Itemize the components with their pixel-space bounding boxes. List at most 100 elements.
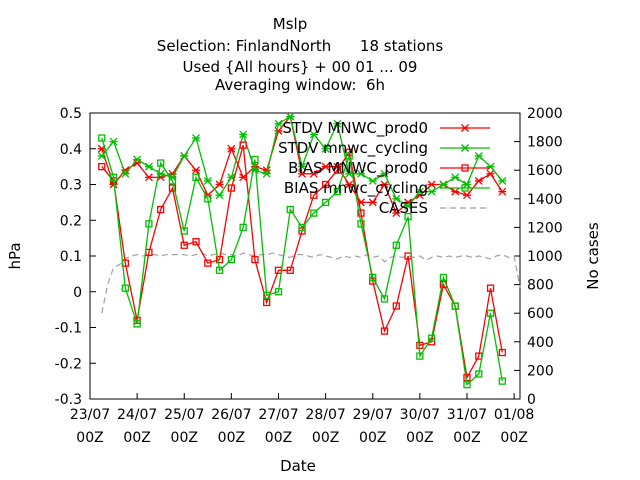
data-point xyxy=(145,220,153,228)
data-point xyxy=(486,162,495,171)
data-point xyxy=(215,255,224,264)
y-tick-label: 0 xyxy=(73,285,82,301)
y-axis: 0.5 0.4 0.3 0.2 0.1 0 -0.1 -0.2 -0.3 xyxy=(55,106,96,408)
data-point xyxy=(180,241,188,249)
x-tick-label-date: 29/07 xyxy=(353,407,393,423)
legend-label: STDV MNWC_prod0 xyxy=(282,119,428,138)
data-point xyxy=(239,223,247,232)
data-point xyxy=(498,176,507,185)
y-tick-label: -0.2 xyxy=(55,356,82,372)
y-tick-label: -0.1 xyxy=(55,321,82,337)
data-point xyxy=(180,151,189,160)
data-point xyxy=(133,320,141,328)
data-point xyxy=(180,227,188,235)
x-tick-label-hour: 00Z xyxy=(76,430,103,446)
title-line-1: Mslp xyxy=(273,15,307,33)
data-point xyxy=(486,284,495,292)
series-layer xyxy=(97,112,521,389)
legend-label: BIAS MNWC_prod0 xyxy=(288,159,428,178)
x-tick-label-hour: 00Z xyxy=(453,430,480,446)
data-point xyxy=(333,187,342,196)
data-point xyxy=(204,259,212,267)
data-point xyxy=(321,162,330,171)
data-point xyxy=(109,137,118,146)
data-point xyxy=(203,176,212,185)
data-point xyxy=(274,288,283,296)
data-point xyxy=(239,173,248,182)
data-point xyxy=(239,130,248,139)
data-point xyxy=(415,187,424,196)
data-point xyxy=(310,191,318,199)
data-point xyxy=(168,177,177,185)
data-point xyxy=(239,141,247,149)
data-point xyxy=(439,180,448,189)
data-point xyxy=(357,209,365,217)
y2-tick-label: 200 xyxy=(527,363,554,379)
series-bias-mnwc-cycling xyxy=(98,134,506,389)
data-point xyxy=(498,348,506,357)
data-point xyxy=(356,169,365,178)
data-point xyxy=(310,209,318,217)
data-point xyxy=(121,169,130,178)
data-point xyxy=(121,284,129,292)
x-tick-label-hour: 00Z xyxy=(123,430,150,446)
x-tick-label-date: 30/07 xyxy=(400,407,440,423)
data-point xyxy=(192,173,200,182)
legend-label: STDV mnwc_cycling xyxy=(278,139,428,158)
x-tick-label-hour: 00Z xyxy=(218,430,245,446)
data-point xyxy=(109,173,118,182)
data-point xyxy=(215,191,224,200)
x-tick-label-date: 28/07 xyxy=(305,407,345,423)
data-point xyxy=(262,169,271,178)
data-point xyxy=(309,169,318,178)
legend-marker xyxy=(461,144,469,152)
legend-marker xyxy=(461,124,469,132)
data-point xyxy=(486,309,495,317)
series-line xyxy=(101,252,521,314)
data-point xyxy=(133,155,142,164)
y-tick-label: -0.3 xyxy=(55,392,82,408)
data-point xyxy=(204,195,212,203)
data-point xyxy=(192,134,201,142)
x-tick-label-date: 26/07 xyxy=(211,407,251,423)
data-point xyxy=(286,112,295,121)
data-point xyxy=(227,255,236,264)
data-point xyxy=(392,241,400,249)
y-tick-label: 0.5 xyxy=(60,106,82,122)
y-axis-label: hPa xyxy=(6,242,24,269)
data-point xyxy=(298,162,307,171)
data-point xyxy=(345,180,354,189)
data-point xyxy=(192,238,200,246)
data-point xyxy=(345,152,353,160)
data-point xyxy=(321,198,330,207)
x-tick-label-hour: 00Z xyxy=(171,430,198,446)
data-point xyxy=(286,205,294,214)
data-point xyxy=(97,151,106,160)
data-point xyxy=(427,334,436,342)
data-point xyxy=(474,151,483,160)
y2-tick-label: 1400 xyxy=(527,192,563,208)
data-point xyxy=(251,155,259,164)
x-tick-label-hour: 00Z xyxy=(312,430,339,446)
data-point xyxy=(380,180,389,189)
data-point xyxy=(498,187,507,196)
x-tick-label-hour: 00Z xyxy=(500,430,527,446)
y2-tick-label: 400 xyxy=(527,335,554,351)
y2-tick-label: 2000 xyxy=(527,106,563,122)
data-point xyxy=(404,201,413,210)
y2-tick-label: 1600 xyxy=(527,163,563,179)
data-point xyxy=(498,377,506,385)
data-point xyxy=(463,381,471,389)
data-point xyxy=(157,159,165,167)
title-line-2: Selection: FinlandNorth 18 stations xyxy=(157,37,444,55)
data-point xyxy=(333,119,342,128)
data-point xyxy=(157,205,165,214)
title-line-4: Averaging window: 6h xyxy=(215,76,385,94)
data-point xyxy=(368,198,377,207)
x-tick-label-date: 23/07 xyxy=(70,407,110,423)
data-point xyxy=(392,209,401,218)
x-axis-label: Date xyxy=(280,457,316,475)
chart-title: Mslp Selection: FinlandNorth 18 stations… xyxy=(157,15,444,94)
data-point xyxy=(98,134,106,142)
data-point xyxy=(263,291,271,299)
